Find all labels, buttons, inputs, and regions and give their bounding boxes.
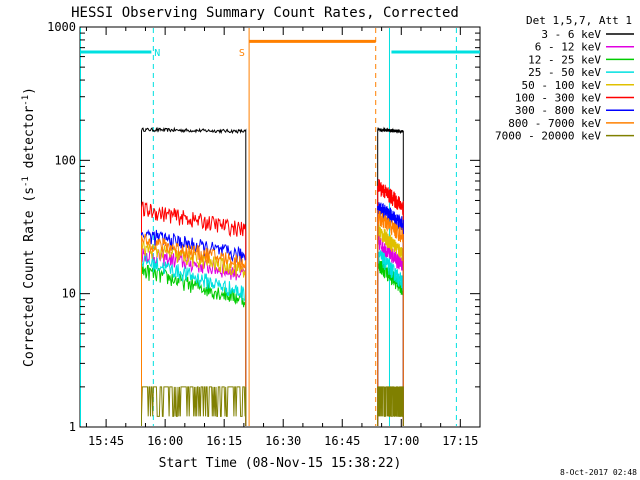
x-tick-label: 15:45 [88,434,124,448]
legend-label: 100 - 300 keV [515,92,601,105]
series-line [377,386,404,426]
series-line [377,224,404,426]
series-line [141,264,247,426]
x-tick-label: 16:30 [265,434,301,448]
legend-label: 800 - 7000 keV [508,117,601,130]
flag-marker-s: S [239,48,245,59]
legend-label: 300 - 800 keV [515,104,601,117]
flag-marker-n: N [154,48,160,59]
y-axis: 1 10 100 1000 [47,20,480,434]
series-line [141,233,247,426]
series-lines [141,126,404,426]
x-axis: 15:45 16:00 16:15 16:30 16:45 17:00 17:15 [85,27,481,448]
series-line [377,126,404,426]
y-tick-label: 1 [69,420,76,434]
series-line [141,253,247,426]
y-tick-label: 100 [54,153,76,167]
vertical-markers [80,28,457,426]
series-line [377,202,404,426]
series-line [377,249,404,426]
legend-label: 12 - 25 keV [528,53,601,66]
chart-title: HESSI Observing Summary Count Rates, Cor… [71,5,459,21]
y-axis-label: Corrected Count Rate (s-1 detector-1) [21,87,37,367]
x-tick-label: 16:45 [324,434,360,448]
series-line [141,229,247,426]
series-line [141,386,247,426]
x-axis-label: Start Time (08-Nov-15 15:38:22) [159,456,402,471]
x-tick-label: 16:15 [206,434,242,448]
legend-label: 6 - 12 keV [535,41,602,54]
series-line [377,210,404,426]
x-tick-label: 16:00 [147,434,183,448]
generation-timestamp: 8-Oct-2017 02:48 [560,468,637,477]
legend-label: 50 - 100 keV [522,79,602,92]
series-line [377,234,404,426]
legend-label: 3 - 6 keV [541,28,601,41]
x-tick-label: 17:15 [442,434,478,448]
series-line [141,201,247,426]
legend-title: Det 1,5,7, Att 1 [526,14,632,27]
series-line [141,126,247,426]
legend-label: 7000 - 20000 keV [495,130,601,143]
x-tick-label: 17:00 [383,434,419,448]
y-tick-label: 10 [62,287,76,301]
y-tick-label: 1000 [47,20,76,34]
series-line [377,178,404,426]
legend-label: 25 - 50 keV [528,66,601,79]
plot-frame [79,26,481,428]
